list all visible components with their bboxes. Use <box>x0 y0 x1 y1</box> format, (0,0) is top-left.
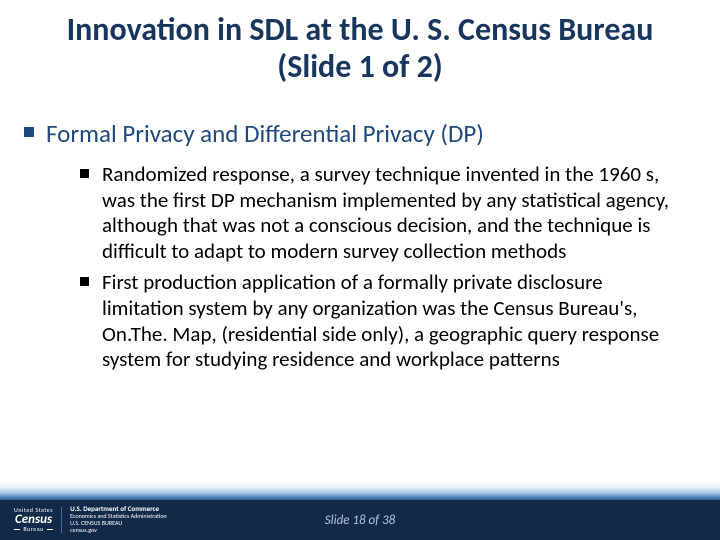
slide-footer: United States Census Bureau U.S. Departm… <box>0 484 720 540</box>
logo-rule-icon <box>47 529 53 530</box>
slide-title: Innovation in SDL at the U. S. Census Bu… <box>0 12 720 86</box>
commerce-l4: census.gov <box>70 527 167 534</box>
square-bullet-icon <box>24 127 34 137</box>
list-item: Randomized response, a survey technique … <box>80 162 670 264</box>
logo-rule-icon <box>14 529 20 530</box>
list-item: First production application of a formal… <box>80 270 670 372</box>
body-list: Randomized response, a survey technique … <box>80 162 670 379</box>
slide: Innovation in SDL at the U. S. Census Bu… <box>0 0 720 540</box>
footer-gradient <box>0 480 720 502</box>
heading-bullet-row: Formal Privacy and Differential Privacy … <box>24 118 690 149</box>
slide-number: Slide 18 of 38 <box>0 513 720 528</box>
footer-bar: United States Census Bureau U.S. Departm… <box>0 500 720 540</box>
heading-text: Formal Privacy and Differential Privacy … <box>46 118 484 149</box>
